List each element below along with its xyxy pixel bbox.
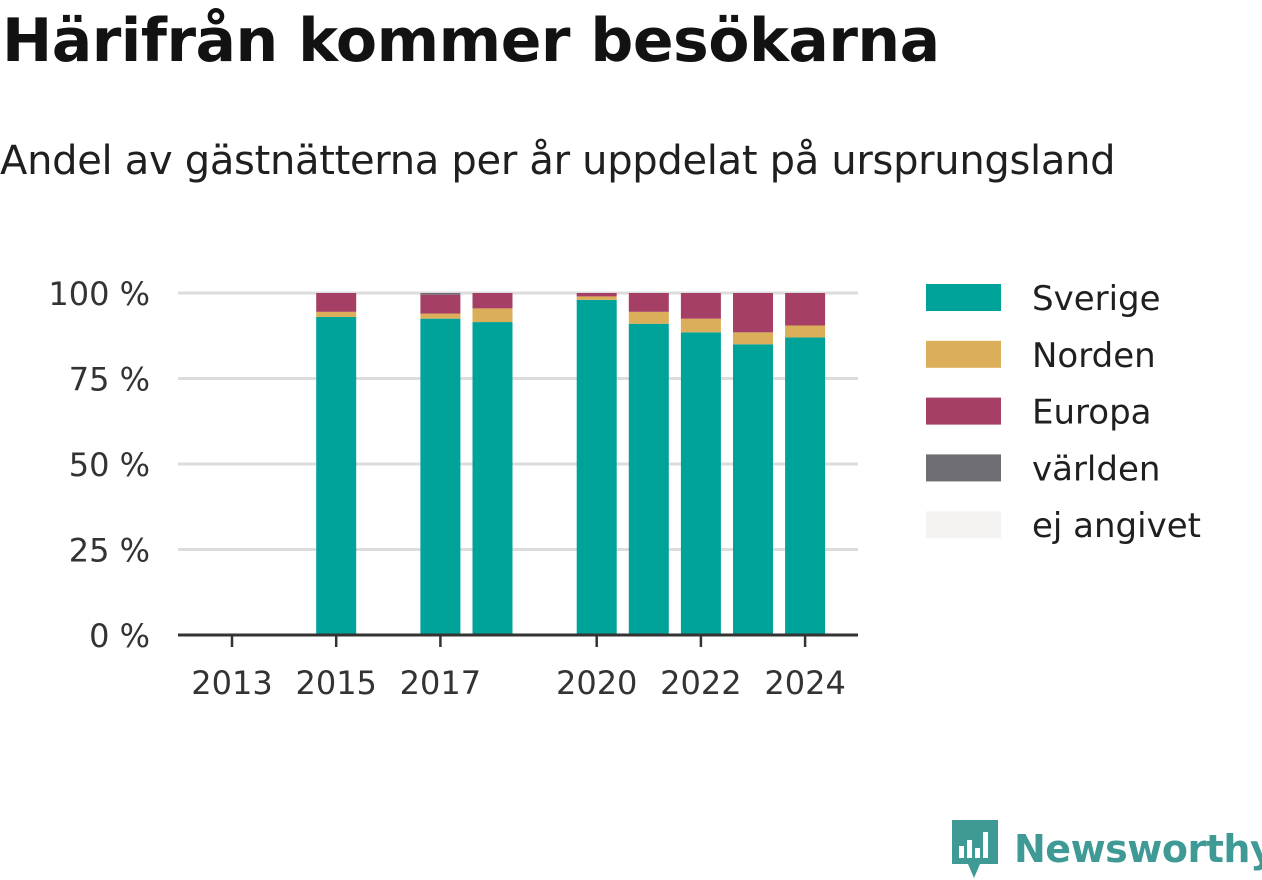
bar-segment-europa-2024 <box>785 293 826 326</box>
y-tick-label: 25 % <box>69 532 150 570</box>
bar-segment-sverige-2023 <box>733 344 773 635</box>
bar-segment-norden-2024 <box>785 325 826 338</box>
x-tick-label: 2022 <box>660 664 741 702</box>
legend-swatch <box>926 284 1001 311</box>
bar-segment-norden-2021 <box>628 311 669 324</box>
bar-segment-sverige-2017 <box>420 318 461 635</box>
bar-segment-norden-2018 <box>472 308 513 323</box>
newsworthy-logo-icon <box>952 820 998 878</box>
bar-segment-norden-2023 <box>733 332 773 345</box>
x-tick-label: 2024 <box>764 664 845 702</box>
bar-segment-norden-2020 <box>576 296 617 300</box>
bar-segment-europa-2021 <box>628 293 669 312</box>
bar-segment-sverige-2018 <box>472 322 513 635</box>
bar-segment-europa-2023 <box>733 293 773 333</box>
x-tick-label: 2020 <box>556 664 637 702</box>
y-tick-label: 75 % <box>69 361 150 399</box>
x-tick-label: 2017 <box>400 664 481 702</box>
legend-label: världen <box>1032 449 1160 489</box>
bar-segment-sverige-2022 <box>680 332 721 635</box>
legend-label: Sverige <box>1032 279 1161 319</box>
y-tick-label: 100 % <box>48 275 150 313</box>
chart-subtitle: Andel av gästnätterna per år uppdelat på… <box>0 138 1116 184</box>
x-tick-label: 2015 <box>295 664 376 702</box>
y-tick-label: 50 % <box>69 446 150 484</box>
bar-segment-europa-2018 <box>472 293 513 309</box>
bar-segment-europa-2015 <box>316 293 357 312</box>
legend-label: Europa <box>1032 393 1151 433</box>
bar-segment-europa-2020 <box>576 293 617 297</box>
y-tick-label: 0 % <box>89 617 150 655</box>
legend-label: Norden <box>1032 336 1156 376</box>
bar-segment-sverige-2024 <box>785 337 826 635</box>
legend-swatch <box>926 340 1001 368</box>
bar-segment-europa-2017 <box>420 294 461 314</box>
bar-segment-sverige-2015 <box>316 316 357 635</box>
legend-swatch <box>926 454 1001 482</box>
bar-segment-europa-2022 <box>680 293 721 319</box>
legend-label: ej angivet <box>1032 506 1201 546</box>
bar-segment-norden-2015 <box>316 311 357 317</box>
bar-segment-sverige-2020 <box>576 299 617 635</box>
x-tick-label: 2013 <box>191 664 272 702</box>
bar-segment-norden-2022 <box>680 318 721 333</box>
bar-segment-norden-2017 <box>420 313 461 319</box>
brand: Newsworthy <box>950 818 1262 880</box>
legend-swatch <box>926 511 1001 539</box>
chart-title: Härifrån kommer besökarna <box>2 6 940 76</box>
legend-swatch <box>926 397 1001 425</box>
brand-name: Newsworthy <box>1014 827 1262 871</box>
bar-segment-sverige-2021 <box>628 323 669 635</box>
bar-segment-världen-2017 <box>420 293 461 295</box>
